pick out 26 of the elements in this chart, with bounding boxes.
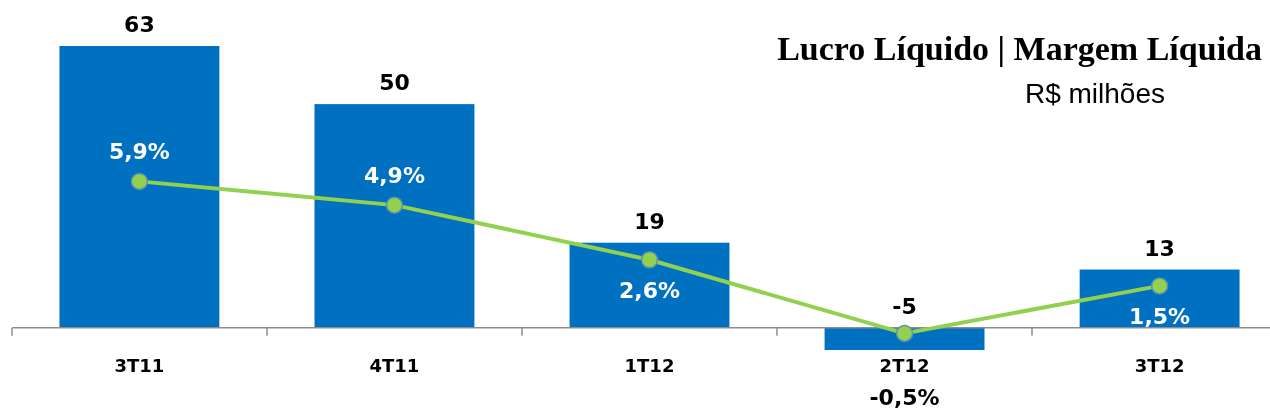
data-label: 63 [124,12,155,37]
data-label: 2,6% [618,277,681,303]
point [895,324,914,343]
text: R$ milhões [1024,78,1165,109]
point [385,196,404,214]
x-tick-label: 2T12 [879,355,930,376]
data-label: 1,5% [1129,303,1191,329]
chart-title: Lucro Líquido | Margem Líquida [777,30,1262,67]
data-label: 4,9% [363,163,425,189]
x-tick-label: 3T12 [1134,355,1185,376]
data-label: -0,5% [869,385,940,410]
data-label: 5,9% [108,139,170,165]
bar [569,242,730,328]
point [1150,277,1169,295]
x-tick-label: 3T11 [114,355,165,376]
data-label: 19 [634,208,665,234]
point [130,172,149,191]
data-label: -5 [892,293,917,319]
bar [314,104,475,328]
bar [1079,269,1240,328]
point [640,251,659,269]
data-label: 13 [1144,235,1175,261]
x-tick-label: 1T12 [624,355,675,376]
bar [59,46,220,328]
data-label: 50 [379,70,410,96]
x-tick-label: 4T11 [369,355,420,376]
